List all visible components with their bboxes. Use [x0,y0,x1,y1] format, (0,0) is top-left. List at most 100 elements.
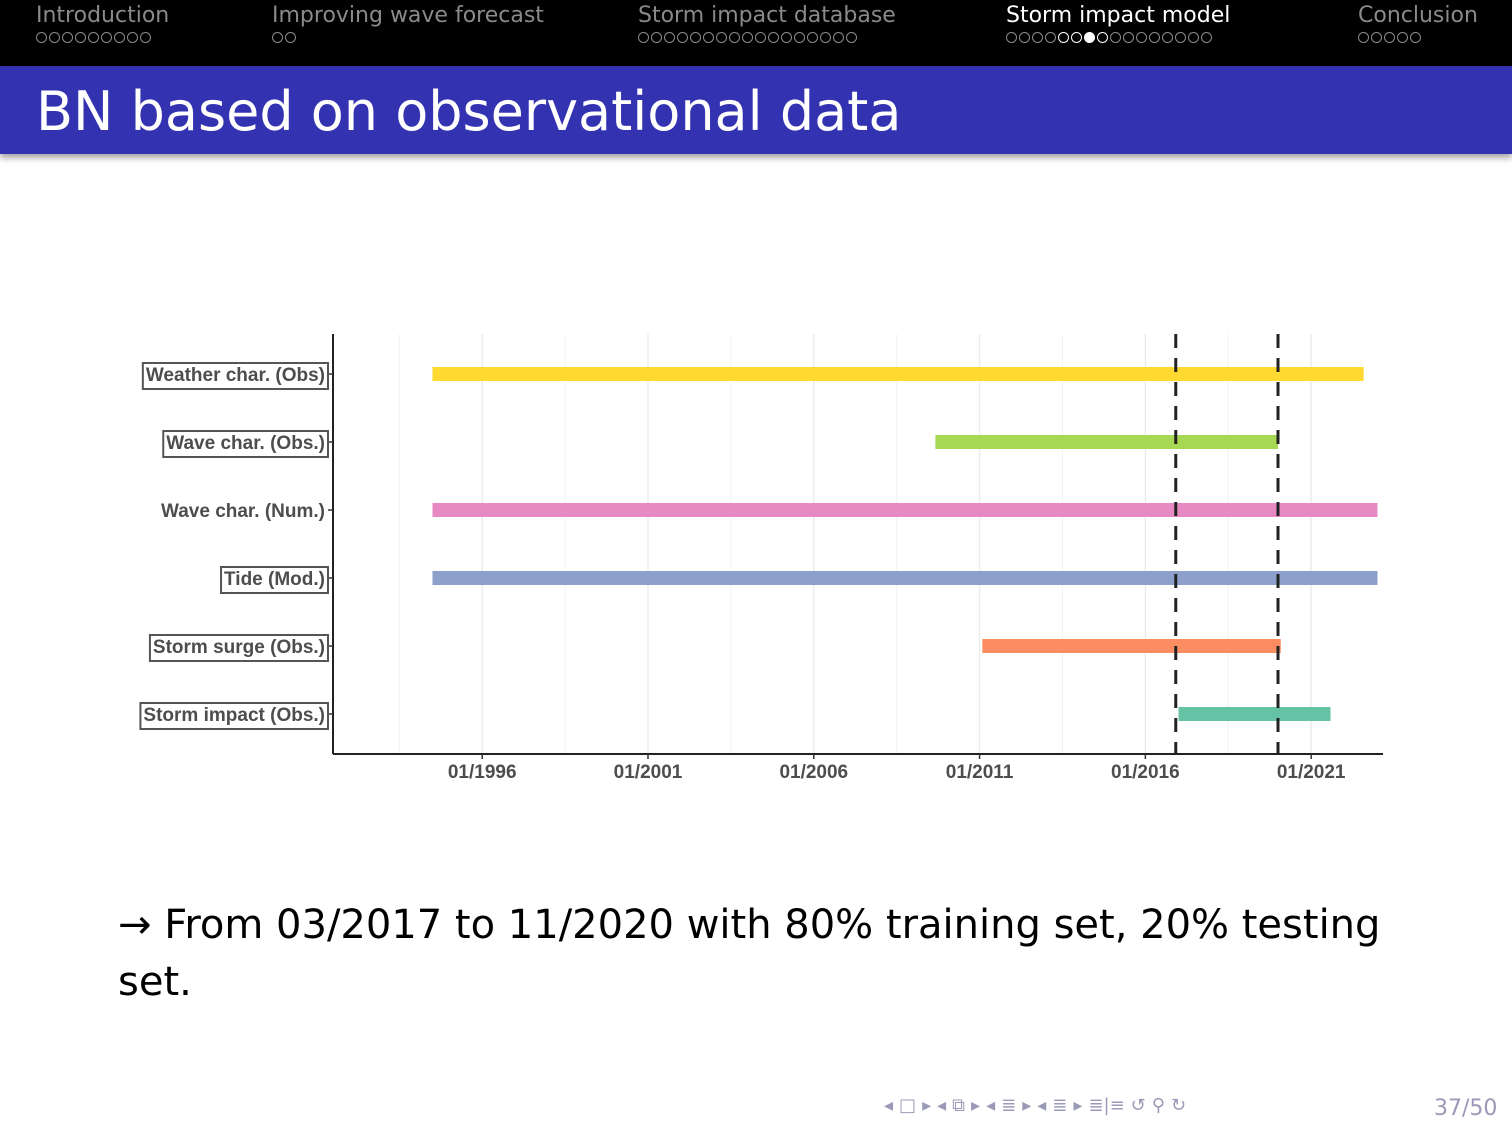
nav-frame-dot[interactable] [101,32,112,43]
arrow-left-icon[interactable]: ◂ [937,1094,947,1116]
nav-frame-dot[interactable] [781,32,792,43]
category-label: Weather char. (Obs) [146,365,325,386]
align-icon[interactable]: ≣|≡ [1088,1094,1125,1116]
category-label-box [162,430,329,458]
nav-frame-dot[interactable] [846,32,857,43]
nav-frame-dot[interactable] [75,32,86,43]
nav-frame-dot[interactable] [285,32,296,43]
arrow-right-icon[interactable]: ▸ [1022,1094,1032,1116]
search-icon[interactable]: ⚲ [1151,1094,1165,1116]
category-label: Storm impact (Obs.) [143,705,325,726]
nav-dots [1358,32,1478,43]
nav-section-label[interactable]: Storm impact model [1006,3,1231,28]
timeline-bar [935,435,1278,449]
nav-frame-dot[interactable] [1058,32,1069,43]
nav-frame-dot[interactable] [1397,32,1408,43]
nav-frame-dot[interactable] [140,32,151,43]
category-label: Storm surge (Obs.) [153,637,325,658]
arrow-left-icon[interactable]: ◂ [884,1094,894,1116]
nav-frame-dot[interactable] [1358,32,1369,43]
nav-frame-dot[interactable] [1162,32,1173,43]
nav-section-storm-impact-model[interactable]: Storm impact model [1006,2,1230,43]
nav-frame-dot[interactable] [272,32,283,43]
nav-frame-dot[interactable] [1019,32,1030,43]
nav-frame-dot[interactable] [755,32,766,43]
redo-icon[interactable]: ↻ [1170,1094,1187,1116]
x-tick-label: 01/1996 [448,762,517,783]
nav-section-label[interactable]: Conclusion [1358,3,1478,28]
nav-frame-dot[interactable] [1123,32,1134,43]
frame-title-bar: BN based on observational data [0,66,1512,154]
nav-frame-dot[interactable] [1384,32,1395,43]
nav-frame-dot[interactable] [49,32,60,43]
category-label: Tide (Mod.) [224,569,325,590]
nav-frame-dot[interactable] [807,32,818,43]
nav-frame-dot[interactable] [664,32,675,43]
section-navigation: Introduction Improving wave forecast Sto… [0,0,1512,66]
nav-section-storm-impact-database[interactable]: Storm impact database [638,2,896,43]
nav-frame-dot[interactable] [1371,32,1382,43]
arrow-left-icon[interactable]: ◂ [986,1094,996,1116]
nav-frame-dot[interactable] [651,32,662,43]
nav-frame-dot[interactable] [1032,32,1043,43]
nav-dots [272,32,544,43]
nav-section-label[interactable]: Storm impact database [638,3,896,28]
arrow-left-icon[interactable]: ◂ [1037,1094,1047,1116]
nav-frame-dot[interactable] [794,32,805,43]
nav-section-improving-wave-forecast[interactable]: Improving wave forecast [272,2,544,43]
section-list-icon[interactable]: ≣ [1052,1094,1068,1116]
nav-frame-dot[interactable] [36,32,47,43]
nav-frame-dot[interactable] [1110,32,1121,43]
frame-icon[interactable]: □ [899,1094,917,1116]
timeline-bar [432,571,1378,585]
page-number: 37/50 [1434,1096,1498,1121]
nav-frame-dot[interactable] [1071,32,1082,43]
category-label-box [141,362,329,390]
nav-section-label[interactable]: Introduction [36,3,170,28]
nav-frame-dot[interactable] [768,32,779,43]
nav-frame-dot[interactable] [820,32,831,43]
nav-frame-dot[interactable] [1045,32,1056,43]
undo-icon[interactable]: ↺ [1130,1094,1146,1116]
nav-frame-dot[interactable] [703,32,714,43]
nav-frame-dot[interactable] [1006,32,1017,43]
nav-frame-dot[interactable] [1149,32,1160,43]
nav-frame-dot[interactable] [1136,32,1147,43]
nav-frame-dot[interactable] [62,32,73,43]
nav-frame-dot[interactable] [1097,32,1108,43]
nav-frame-dot[interactable] [742,32,753,43]
subsection-list-icon[interactable]: ≣ [1001,1094,1017,1116]
nav-section-label[interactable]: Improving wave forecast [272,3,544,28]
nav-frame-dot[interactable] [716,32,727,43]
nav-frame-dot[interactable] [677,32,688,43]
arrow-right-icon[interactable]: ▸ [922,1094,932,1116]
nav-frame-dot[interactable] [88,32,99,43]
nav-dots [1006,32,1230,43]
nav-frame-dot[interactable] [1410,32,1421,43]
timeline-bar [982,639,1281,653]
category-label-box [148,634,329,662]
x-tick-label: 01/2011 [946,762,1014,783]
arrow-right-icon[interactable]: ▸ [1073,1094,1083,1116]
nav-frame-dot[interactable] [1188,32,1199,43]
nav-frame-dot[interactable] [127,32,138,43]
nav-frame-dot[interactable] [1201,32,1212,43]
frame-title: BN based on observational data [36,80,902,143]
category-label-box [220,566,329,594]
nav-section-conclusion[interactable]: Conclusion [1358,2,1478,43]
timeline-bar [432,367,1364,381]
nav-frame-dot[interactable] [1175,32,1186,43]
nav-frame-dot[interactable] [729,32,740,43]
nav-frame-dot[interactable] [690,32,701,43]
nav-frame-dot[interactable] [1084,32,1095,43]
category-label: Wave char. (Obs.) [166,433,325,454]
nav-frame-dot[interactable] [114,32,125,43]
subsection-icon[interactable]: ⧉ [952,1094,966,1116]
nav-frame-dot[interactable] [638,32,649,43]
x-tick-label: 01/2001 [614,762,683,783]
arrow-right-icon[interactable]: ▸ [971,1094,981,1116]
nav-frame-dot[interactable] [833,32,844,43]
x-tick-label: 01/2006 [779,762,848,783]
nav-section-introduction[interactable]: Introduction [36,2,169,43]
